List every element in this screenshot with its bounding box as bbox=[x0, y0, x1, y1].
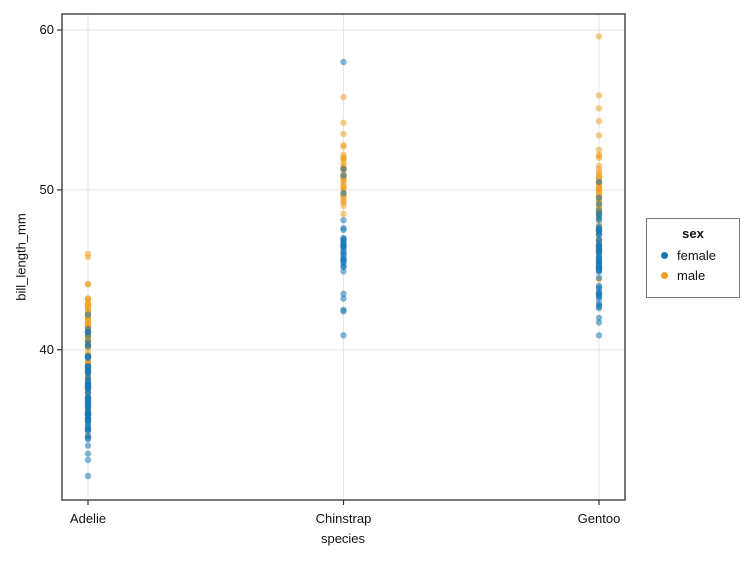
data-point bbox=[595, 319, 603, 326]
data-point bbox=[595, 178, 603, 186]
data-point bbox=[595, 151, 603, 158]
x-tick-label: Gentoo bbox=[577, 511, 621, 526]
data-point bbox=[595, 146, 603, 154]
y-tick-label: 60 bbox=[39, 21, 54, 37]
data-point bbox=[84, 352, 92, 360]
data-point bbox=[595, 92, 603, 99]
x-axis-title: species bbox=[320, 531, 366, 546]
data-point bbox=[84, 311, 92, 318]
data-point bbox=[84, 325, 92, 333]
data-point bbox=[595, 314, 603, 321]
data-point bbox=[340, 332, 347, 339]
data-point bbox=[595, 332, 603, 339]
data-point bbox=[340, 93, 347, 101]
data-point bbox=[595, 223, 603, 230]
data-point bbox=[595, 300, 603, 307]
data-point bbox=[595, 207, 603, 214]
data-point bbox=[84, 450, 92, 457]
data-point bbox=[595, 33, 603, 40]
data-point bbox=[84, 281, 92, 288]
data-point bbox=[340, 290, 347, 297]
data-point bbox=[595, 236, 603, 243]
y-tick-label: 50 bbox=[39, 181, 54, 197]
data-point bbox=[84, 394, 92, 401]
data-points bbox=[84, 33, 603, 480]
legend-entry-label: female bbox=[677, 247, 717, 263]
data-point bbox=[84, 362, 92, 369]
data-point bbox=[84, 295, 92, 302]
data-point bbox=[84, 472, 92, 480]
data-point bbox=[340, 58, 347, 66]
data-point bbox=[595, 282, 603, 289]
data-point bbox=[340, 151, 347, 158]
legend-entries: female male bbox=[647, 245, 739, 285]
legend-title: sex bbox=[682, 226, 704, 241]
y-tick-label: 40 bbox=[39, 341, 54, 357]
data-point bbox=[340, 234, 347, 241]
data-point bbox=[340, 295, 347, 302]
data-point bbox=[84, 250, 92, 257]
data-point bbox=[84, 338, 92, 345]
legend-dot-icon bbox=[661, 251, 668, 259]
data-point bbox=[595, 274, 603, 281]
data-point bbox=[595, 201, 603, 208]
data-point bbox=[340, 172, 347, 179]
data-point bbox=[340, 210, 347, 217]
data-point bbox=[340, 165, 347, 173]
x-tick-label: Chinstrap bbox=[315, 511, 372, 526]
data-point bbox=[595, 162, 603, 170]
legend-entry-label: male bbox=[677, 267, 706, 283]
data-point bbox=[595, 105, 603, 112]
data-point bbox=[595, 132, 603, 139]
data-point bbox=[340, 306, 347, 313]
x-tick-label: Adelie bbox=[69, 511, 107, 526]
data-point bbox=[340, 225, 347, 232]
data-point bbox=[340, 189, 347, 197]
data-point bbox=[340, 217, 347, 224]
data-point bbox=[595, 194, 603, 201]
data-point bbox=[84, 456, 92, 464]
data-point bbox=[595, 117, 603, 125]
legend-dot-icon bbox=[661, 271, 668, 279]
legend-entry: female bbox=[647, 245, 739, 265]
data-point bbox=[340, 130, 347, 138]
data-point bbox=[340, 141, 347, 149]
y-axis-title: bill_length_mm bbox=[13, 213, 29, 301]
data-point bbox=[340, 119, 347, 126]
data-point bbox=[340, 268, 347, 275]
data-point bbox=[84, 432, 92, 440]
legend: sex female male bbox=[646, 218, 740, 298]
legend-entry: male bbox=[647, 265, 739, 285]
data-point bbox=[84, 442, 92, 449]
